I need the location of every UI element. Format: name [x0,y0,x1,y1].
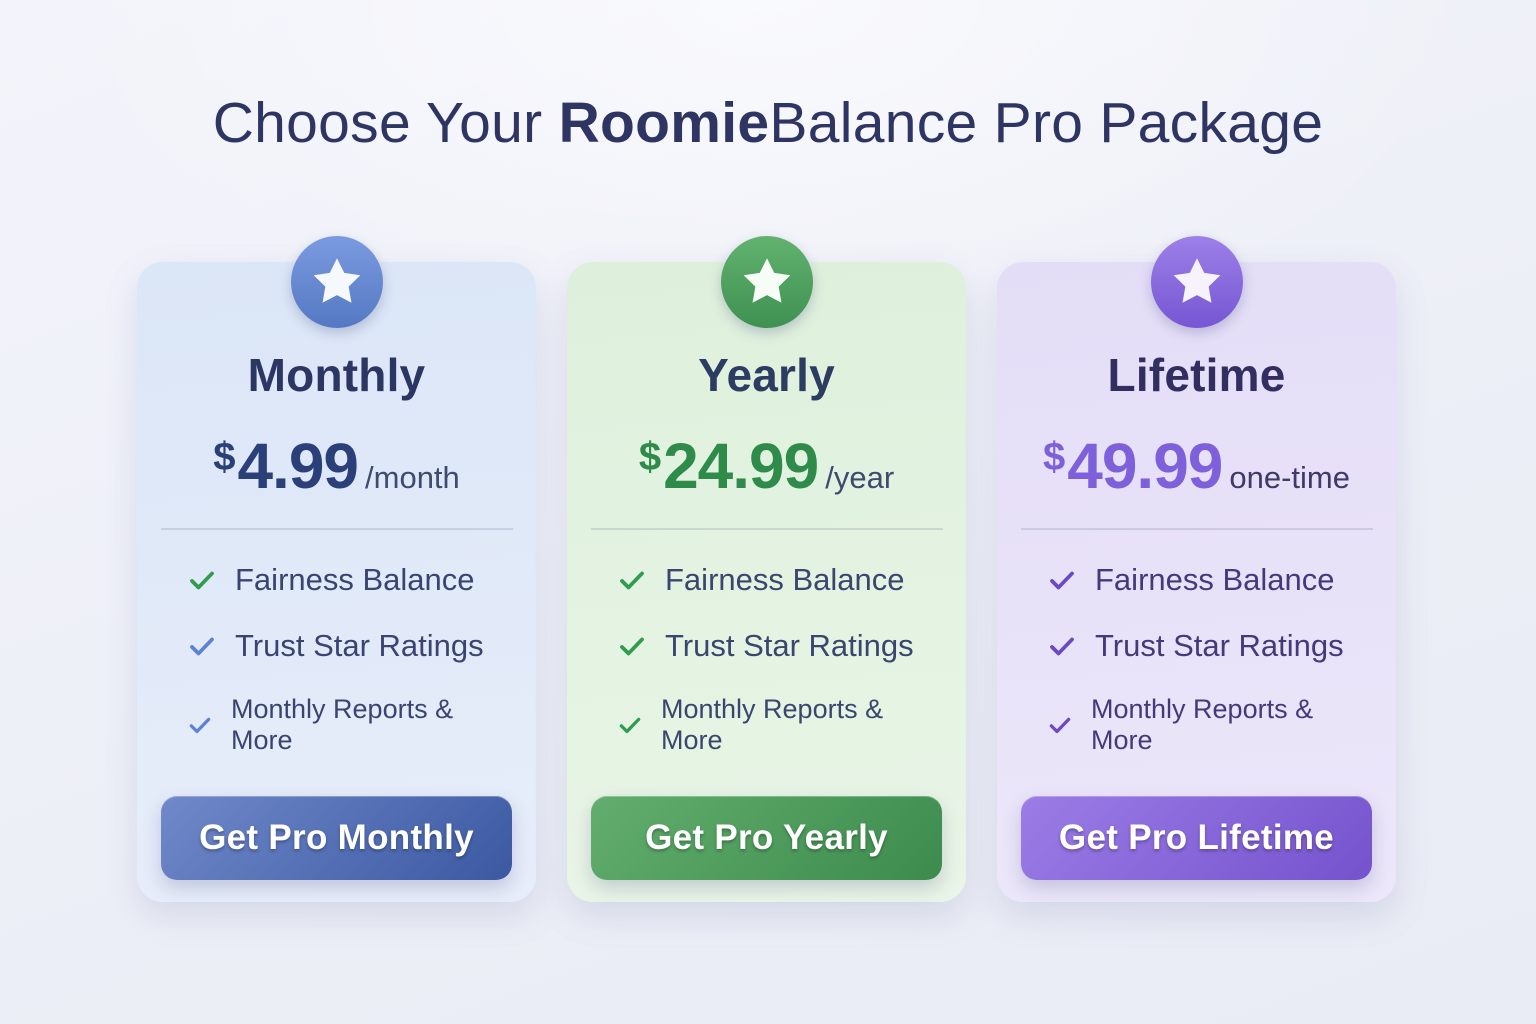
title-brand: Roomie [558,91,770,155]
currency-symbol: $ [213,435,236,479]
feature-text: Trust Star Ratings [235,628,484,663]
price-period: /month [365,460,460,495]
feature-list: Fairness Balance Trust Star Ratings Mont… [1021,562,1372,756]
feature-text: Monthly Reports & More [1091,694,1314,755]
price-line: $ 4.99 /month [213,434,460,498]
pricing-card-monthly: Monthly $ 4.99 /month Fairness Balance T… [137,236,536,902]
feature-item: Trust Star Ratings [617,628,916,664]
feature-list: Fairness Balance Trust Star Ratings Mont… [161,562,512,756]
title-suffix: Balance Pro Package [769,91,1324,155]
feature-text: Trust Star Ratings [665,628,914,663]
pricing-card-yearly: Yearly $ 24.99 /year Fairness Balance Tr… [567,236,966,902]
price-amount: 24.99 [663,430,819,502]
pricing-cards: Monthly $ 4.99 /month Fairness Balance T… [137,236,1396,902]
price-period: one-time [1229,460,1350,495]
divider [1020,528,1373,530]
price-period: /year [825,460,895,495]
check-icon [620,571,644,590]
check-icon [190,637,214,656]
feature-text: Fairness Balance [235,562,475,597]
divider [160,528,513,530]
feature-item: Monthly Reports & More [617,694,916,756]
star-icon [1173,258,1220,303]
check-icon [1050,571,1074,590]
divider [590,528,943,530]
check-icon [190,571,214,590]
get-pro-monthly-button[interactable]: Get Pro Monthly [161,796,512,880]
check-icon [1049,717,1071,734]
get-pro-yearly-button[interactable]: Get Pro Yearly [591,796,942,880]
pricing-card-lifetime: Lifetime $ 49.99 one-time Fairness Balan… [997,236,1396,902]
feature-list: Fairness Balance Trust Star Ratings Mont… [591,562,942,756]
currency-symbol: $ [1042,435,1066,479]
feature-text: Fairness Balance [1095,562,1335,597]
star-icon [743,258,790,303]
price-line: $ 49.99 one-time [1043,434,1350,498]
feature-item: Fairness Balance [187,562,486,598]
plan-name: Lifetime [1107,349,1286,401]
price-line: $ 24.99 /year [639,434,894,498]
feature-text: Monthly Reports & More [661,694,884,755]
feature-item: Fairness Balance [1047,562,1346,598]
feature-item: Trust Star Ratings [187,628,486,664]
check-icon [620,637,644,656]
currency-symbol: $ [638,435,662,479]
plan-name: Yearly [698,349,835,401]
price-amount: 49.99 [1067,430,1223,502]
feature-item: Monthly Reports & More [187,694,486,756]
feature-item: Trust Star Ratings [1047,628,1346,664]
star-badge [1150,236,1243,328]
feature-text: Monthly Reports & More [231,694,454,755]
feature-text: Fairness Balance [665,562,905,597]
check-icon [619,717,641,734]
title-prefix: Choose Your [212,91,559,155]
feature-item: Monthly Reports & More [1047,694,1346,756]
feature-item: Fairness Balance [617,562,916,598]
plan-name: Monthly [247,349,426,401]
star-icon [313,258,360,303]
page-title: Choose Your RoomieBalance Pro Package [0,92,1536,155]
feature-text: Trust Star Ratings [1095,628,1344,663]
check-icon [1050,637,1074,656]
price-amount: 4.99 [237,430,359,502]
check-icon [189,717,211,734]
get-pro-lifetime-button[interactable]: Get Pro Lifetime [1021,796,1372,880]
star-badge [290,236,383,328]
star-badge [720,236,813,328]
